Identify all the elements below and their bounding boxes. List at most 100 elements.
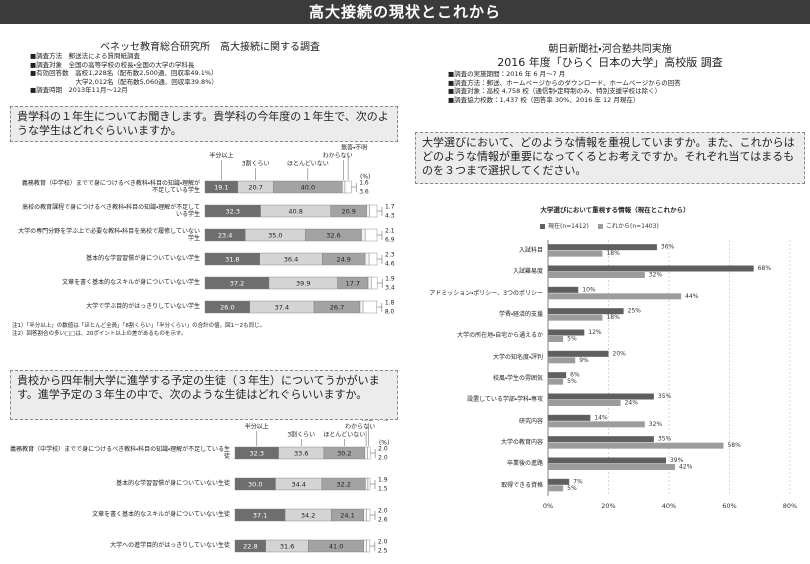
value-label: 24.1 — [340, 512, 354, 520]
bar — [548, 293, 682, 300]
category-label: 大学の教育内容 — [500, 438, 543, 446]
info-line: ■調査協力校数：1,437 校（回答率 30%、2016 年 12 月現在） — [448, 95, 640, 104]
left-title: ベネッセ教育総合研究所 高大接続に関する調査 — [100, 42, 320, 53]
value-label: 20.7 — [248, 184, 262, 192]
value-label: 2.3 — [385, 252, 395, 259]
bar — [548, 336, 564, 342]
value-label: 25% — [628, 308, 642, 315]
value-label: 30.2 — [337, 450, 351, 458]
info-line: ■調査対象 全国の高等学校の校長・全国の大学の学科長 — [30, 60, 195, 69]
value-label: 26.7 — [330, 304, 344, 312]
value-label: 2.0 — [378, 539, 388, 546]
value-label: 42% — [679, 464, 693, 471]
category-label: 大学の知名度・評判 — [492, 353, 543, 361]
legend-label: 半分以上 — [209, 152, 233, 160]
value-label: 1.5 — [378, 486, 388, 493]
value-label: 5% — [567, 378, 577, 385]
value-label: 35.0 — [268, 232, 282, 240]
info-line: ■調査対象：高校 4,758 校（通信制・定時制のみ、特別支援学校は除く） — [448, 87, 662, 95]
question-box: 貴学科の１年生についてお聞きします。貴学科の今年度の１年生で、次のような学生はど… — [10, 106, 398, 142]
value-label: 3.4 — [385, 285, 395, 292]
legend-label: わからない — [323, 153, 353, 160]
value-label: 32.3 — [226, 208, 240, 216]
question-box: 大学選びにおいて、どのような情報を重視していますか。また、これからはどのような情… — [415, 132, 805, 184]
unit-label: (%) — [360, 174, 370, 181]
value-label: 20.9 — [341, 208, 355, 216]
value-label: 34.2 — [301, 512, 315, 520]
legend-label: 3割くらい — [287, 431, 315, 439]
category-label: 入試難易度 — [512, 268, 543, 276]
value-label: 24% — [625, 400, 639, 407]
value-label: 36% — [661, 244, 675, 251]
bar — [548, 485, 564, 492]
value-label: 44% — [685, 293, 699, 300]
value-label: 6% — [570, 372, 580, 379]
value-label: 2.0 — [378, 455, 388, 462]
bar — [548, 378, 564, 385]
value-label: 17.7 — [346, 280, 360, 288]
bracket — [369, 542, 376, 551]
bar — [548, 421, 645, 428]
bar-segment — [366, 204, 370, 218]
value-label: 68% — [758, 265, 772, 272]
value-label: 1.8 — [385, 300, 395, 307]
bar — [548, 286, 579, 293]
bar — [548, 393, 654, 400]
bar-segment — [364, 446, 368, 460]
value-label: 39% — [670, 457, 684, 464]
value-label: 32% — [649, 421, 663, 428]
value-label: 41.0 — [329, 543, 343, 551]
value-label: 32.2 — [336, 481, 350, 489]
category-label: 大学で学ぶ目的がはっきりしていない学生 — [86, 303, 200, 311]
bar — [548, 442, 724, 449]
x-tick-label: 20% — [601, 502, 615, 510]
bar-segment — [364, 252, 370, 266]
value-label: 1.7 — [385, 204, 395, 211]
value-label: 20% — [613, 350, 627, 357]
bar — [548, 357, 576, 364]
value-label: 5% — [567, 336, 577, 343]
category-label: 大学への進学目的がはっきりしていない生徒 — [110, 542, 230, 550]
value-label: 23.4 — [218, 232, 232, 240]
value-label: 32.6 — [326, 232, 340, 240]
note-line: 注1）「半分以上」の数値は「ほとんど全員」「8割くらい」「半分くらい」の合計の値… — [12, 323, 266, 329]
x-tick-label: 80% — [783, 502, 797, 510]
value-label: 10% — [582, 286, 596, 293]
value-label: 18% — [606, 250, 620, 257]
category-label: 大学の専門分野を学ぶ上で必要な教科・科目を高校で履修していない学生 — [18, 227, 200, 243]
bar-segment — [371, 276, 378, 290]
value-label: 6.9 — [385, 237, 395, 244]
info-line: ■調査時期 2013年11月～12月 — [30, 86, 128, 94]
bar — [548, 478, 570, 485]
category-label: 研究内容 — [518, 417, 543, 425]
header-title: 高大接続の現状とこれから — [0, 0, 810, 24]
category-label: 義務教育（中学校）までで身につけるべき教科・科目の知識・理解が不足している学生 — [21, 179, 200, 195]
value-label: 34.4 — [291, 481, 305, 489]
value-label: 30.0 — [248, 481, 262, 489]
value-label: 2.6 — [378, 517, 388, 524]
bar-segment — [359, 300, 364, 314]
value-label: 1.9 — [378, 477, 388, 484]
left-info: ■調査方法 郵送法による質問紙調査 ■調査対象 全国の高等学校の校長・全国の大学の… — [30, 52, 218, 95]
bracket — [376, 303, 383, 312]
category-label: 大学の所在地・自宅から通えるか — [457, 332, 543, 340]
value-label: 4.3 — [385, 213, 395, 220]
x-tick-label: 0% — [543, 502, 553, 510]
value-label: 39.9 — [296, 280, 310, 288]
bar-segment — [368, 252, 378, 266]
value-label: 24.9 — [336, 256, 350, 264]
legend-label: 無答・不明 — [341, 144, 367, 152]
bar — [548, 457, 666, 464]
bar — [548, 436, 654, 443]
value-label: 31.6 — [280, 543, 294, 551]
unit-label: (%) — [379, 440, 389, 447]
bar-segment — [366, 539, 371, 553]
value-label: 40.8 — [288, 208, 302, 216]
value-label: 35% — [658, 436, 672, 443]
bar — [548, 308, 624, 315]
value-label: 19.1 — [214, 184, 228, 192]
value-label: 26.0 — [220, 304, 234, 312]
info-line: ■有効回答数 高校1,228名（配布数2,500通、回収率49.1%） — [30, 69, 218, 77]
bracket — [377, 231, 383, 240]
category-label: 学費・経済的支援 — [498, 310, 543, 318]
